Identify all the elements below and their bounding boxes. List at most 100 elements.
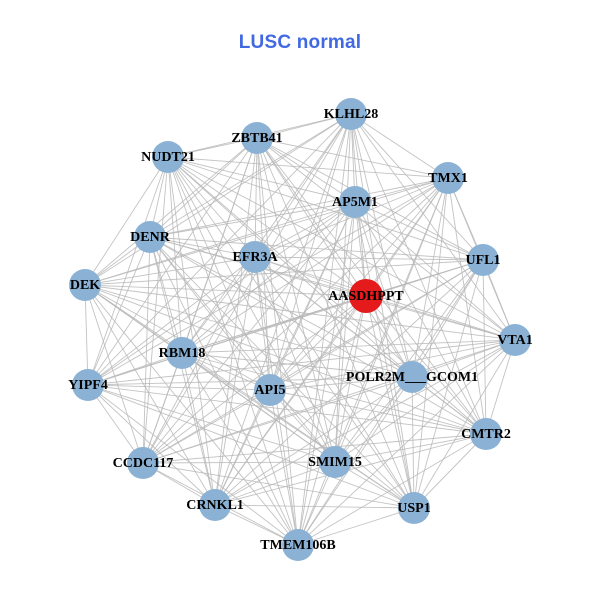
node-label-YIPF4: YIPF4	[68, 378, 108, 393]
edge-CMTR2-SMIM15	[334, 433, 487, 463]
edge-AP5M1-VTA1	[354, 201, 516, 341]
edge-NUDT21-USP1	[167, 156, 415, 509]
node-label-NUDT21: NUDT21	[141, 150, 195, 165]
node-CRNKL1	[199, 489, 231, 521]
edge-API5-CRNKL1	[214, 389, 271, 506]
edge-ZBTB41-YIPF4	[87, 137, 258, 386]
edge-DEK-CMTR2	[84, 284, 487, 435]
edge-RBM18-USP1	[181, 352, 415, 509]
edge-TMX1-DENR	[149, 177, 449, 238]
edge-DENR-UFL1	[149, 236, 484, 261]
edge-KLHL28-USP1	[350, 113, 415, 509]
edge-POLR2M___GCOM1-CRNKL1	[214, 376, 413, 506]
edge-DENR-POLR2M___GCOM1	[149, 236, 413, 378]
edge-NUDT21-CRNKL1	[167, 156, 216, 506]
edge-AASDHPPT-CRNKL1	[214, 295, 367, 506]
node-label-ZBTB41: ZBTB41	[231, 131, 282, 146]
edge-NUDT21-POLR2M___GCOM1	[167, 156, 413, 378]
edge-UFL1-SMIM15	[334, 259, 484, 463]
node-label-AASDHPPT: AASDHPPT	[328, 289, 404, 304]
node-DEK	[69, 269, 101, 301]
node-label-SMIM15: SMIM15	[308, 455, 362, 470]
edge-RBM18-CRNKL1	[181, 352, 216, 506]
edge-ZBTB41-USP1	[256, 137, 415, 509]
node-KLHL28	[335, 98, 367, 130]
edge-UFL1-USP1	[413, 259, 484, 509]
edge-API5-CCDC117	[142, 389, 271, 464]
edge-EFR3A-SMIM15	[254, 256, 336, 463]
edge-ZBTB41-CRNKL1	[214, 137, 258, 506]
edge-POLR2M___GCOM1-TMEM106B	[297, 376, 413, 546]
edge-AP5M1-DENR	[149, 201, 356, 238]
edge-KLHL28-DENR	[149, 113, 352, 238]
edge-EFR3A-RBM18	[181, 256, 256, 354]
edge-SMIM15-CRNKL1	[214, 461, 336, 506]
edge-KLHL28-TMEM106B	[297, 113, 352, 546]
edge-VTA1-POLR2M___GCOM1	[411, 339, 516, 378]
edge-AASDHPPT-SMIM15	[334, 295, 367, 463]
edge-KLHL28-POLR2M___GCOM1	[350, 113, 413, 378]
edge-AASDHPPT-CMTR2	[365, 295, 487, 435]
edge-RBM18-CMTR2	[181, 352, 487, 435]
edge-DEK-POLR2M___GCOM1	[84, 284, 413, 378]
edge-NUDT21-AASDHPPT	[167, 156, 367, 297]
edge-KLHL28-EFR3A	[254, 113, 352, 258]
edge-API5-SMIM15	[269, 389, 336, 463]
edge-VTA1-API5	[269, 339, 516, 391]
edge-API5-CMTR2	[269, 389, 487, 435]
edge-DEK-CRNKL1	[84, 284, 216, 506]
node-label-KLHL28: KLHL28	[324, 107, 378, 122]
edge-AP5M1-UFL1	[354, 201, 484, 261]
edge-AASDHPPT-TMEM106B	[297, 295, 367, 546]
edge-NUDT21-YIPF4	[87, 156, 169, 386]
edge-AP5M1-DEK	[84, 201, 356, 286]
edge-POLR2M___GCOM1-USP1	[411, 376, 415, 509]
node-label-AP5M1: AP5M1	[332, 195, 378, 210]
edge-ZBTB41-TMEM106B	[256, 137, 299, 546]
edge-AASDHPPT-YIPF4	[87, 295, 367, 386]
edge-DEK-VTA1	[84, 284, 516, 341]
edge-DENR-SMIM15	[149, 236, 336, 463]
edge-DEK-TMEM106B	[84, 284, 299, 546]
edge-NUDT21-CMTR2	[167, 156, 487, 435]
node-label-VTA1: VTA1	[497, 333, 533, 348]
edge-AP5M1-EFR3A	[254, 201, 356, 258]
edge-KLHL28-YIPF4	[87, 113, 352, 386]
node-label-TMX1: TMX1	[428, 171, 468, 186]
edge-EFR3A-DEK	[84, 256, 256, 286]
edge-DENR-EFR3A	[149, 236, 256, 258]
edge-KLHL28-CRNKL1	[214, 113, 352, 506]
edge-RBM18-YIPF4	[87, 352, 183, 386]
edge-TMX1-CMTR2	[447, 177, 487, 435]
node-POLR2M___GCOM1	[396, 361, 428, 393]
edge-CMTR2-USP1	[413, 433, 487, 509]
node-label-POLR2M___GCOM1: POLR2M___GCOM1	[346, 370, 478, 385]
edge-POLR2M___GCOM1-SMIM15	[334, 376, 413, 463]
edge-EFR3A-UFL1	[254, 256, 484, 261]
node-label-API5: API5	[254, 383, 285, 398]
edge-KLHL28-CMTR2	[350, 113, 487, 435]
plot-title: LUSC normal	[238, 32, 362, 53]
edge-API5-TMEM106B	[269, 389, 299, 546]
edge-YIPF4-TMEM106B	[87, 384, 299, 546]
edge-ZBTB41-POLR2M___GCOM1	[256, 137, 413, 378]
edge-POLR2M___GCOM1-CCDC117	[142, 376, 413, 464]
node-label-CCDC117: CCDC117	[113, 456, 174, 471]
edge-RBM18-POLR2M___GCOM1	[181, 352, 413, 378]
edge-YIPF4-API5	[87, 384, 271, 391]
edge-TMX1-DEK	[84, 177, 449, 286]
edge-DEK-CCDC117	[84, 284, 144, 464]
edge-AASDHPPT-API5	[269, 295, 367, 391]
node-label-CMTR2: CMTR2	[461, 427, 511, 442]
edge-NUDT21-CCDC117	[142, 156, 169, 464]
node-TMEM106B	[282, 529, 314, 561]
edge-ZBTB41-AP5M1	[256, 137, 356, 203]
labels-layer: KLHL28 ZBTB41 NUDT21 TMX1 AP5M1 DENR EFR3A UFL1…	[68, 107, 533, 553]
edge-VTA1-YIPF4	[87, 339, 516, 386]
node-AP5M1	[339, 186, 371, 218]
edge-DENR-CRNKL1	[149, 236, 216, 506]
node-YIPF4	[72, 369, 104, 401]
edge-USP1-TMEM106B	[297, 507, 415, 546]
edge-KLHL28-DEK	[84, 113, 352, 286]
